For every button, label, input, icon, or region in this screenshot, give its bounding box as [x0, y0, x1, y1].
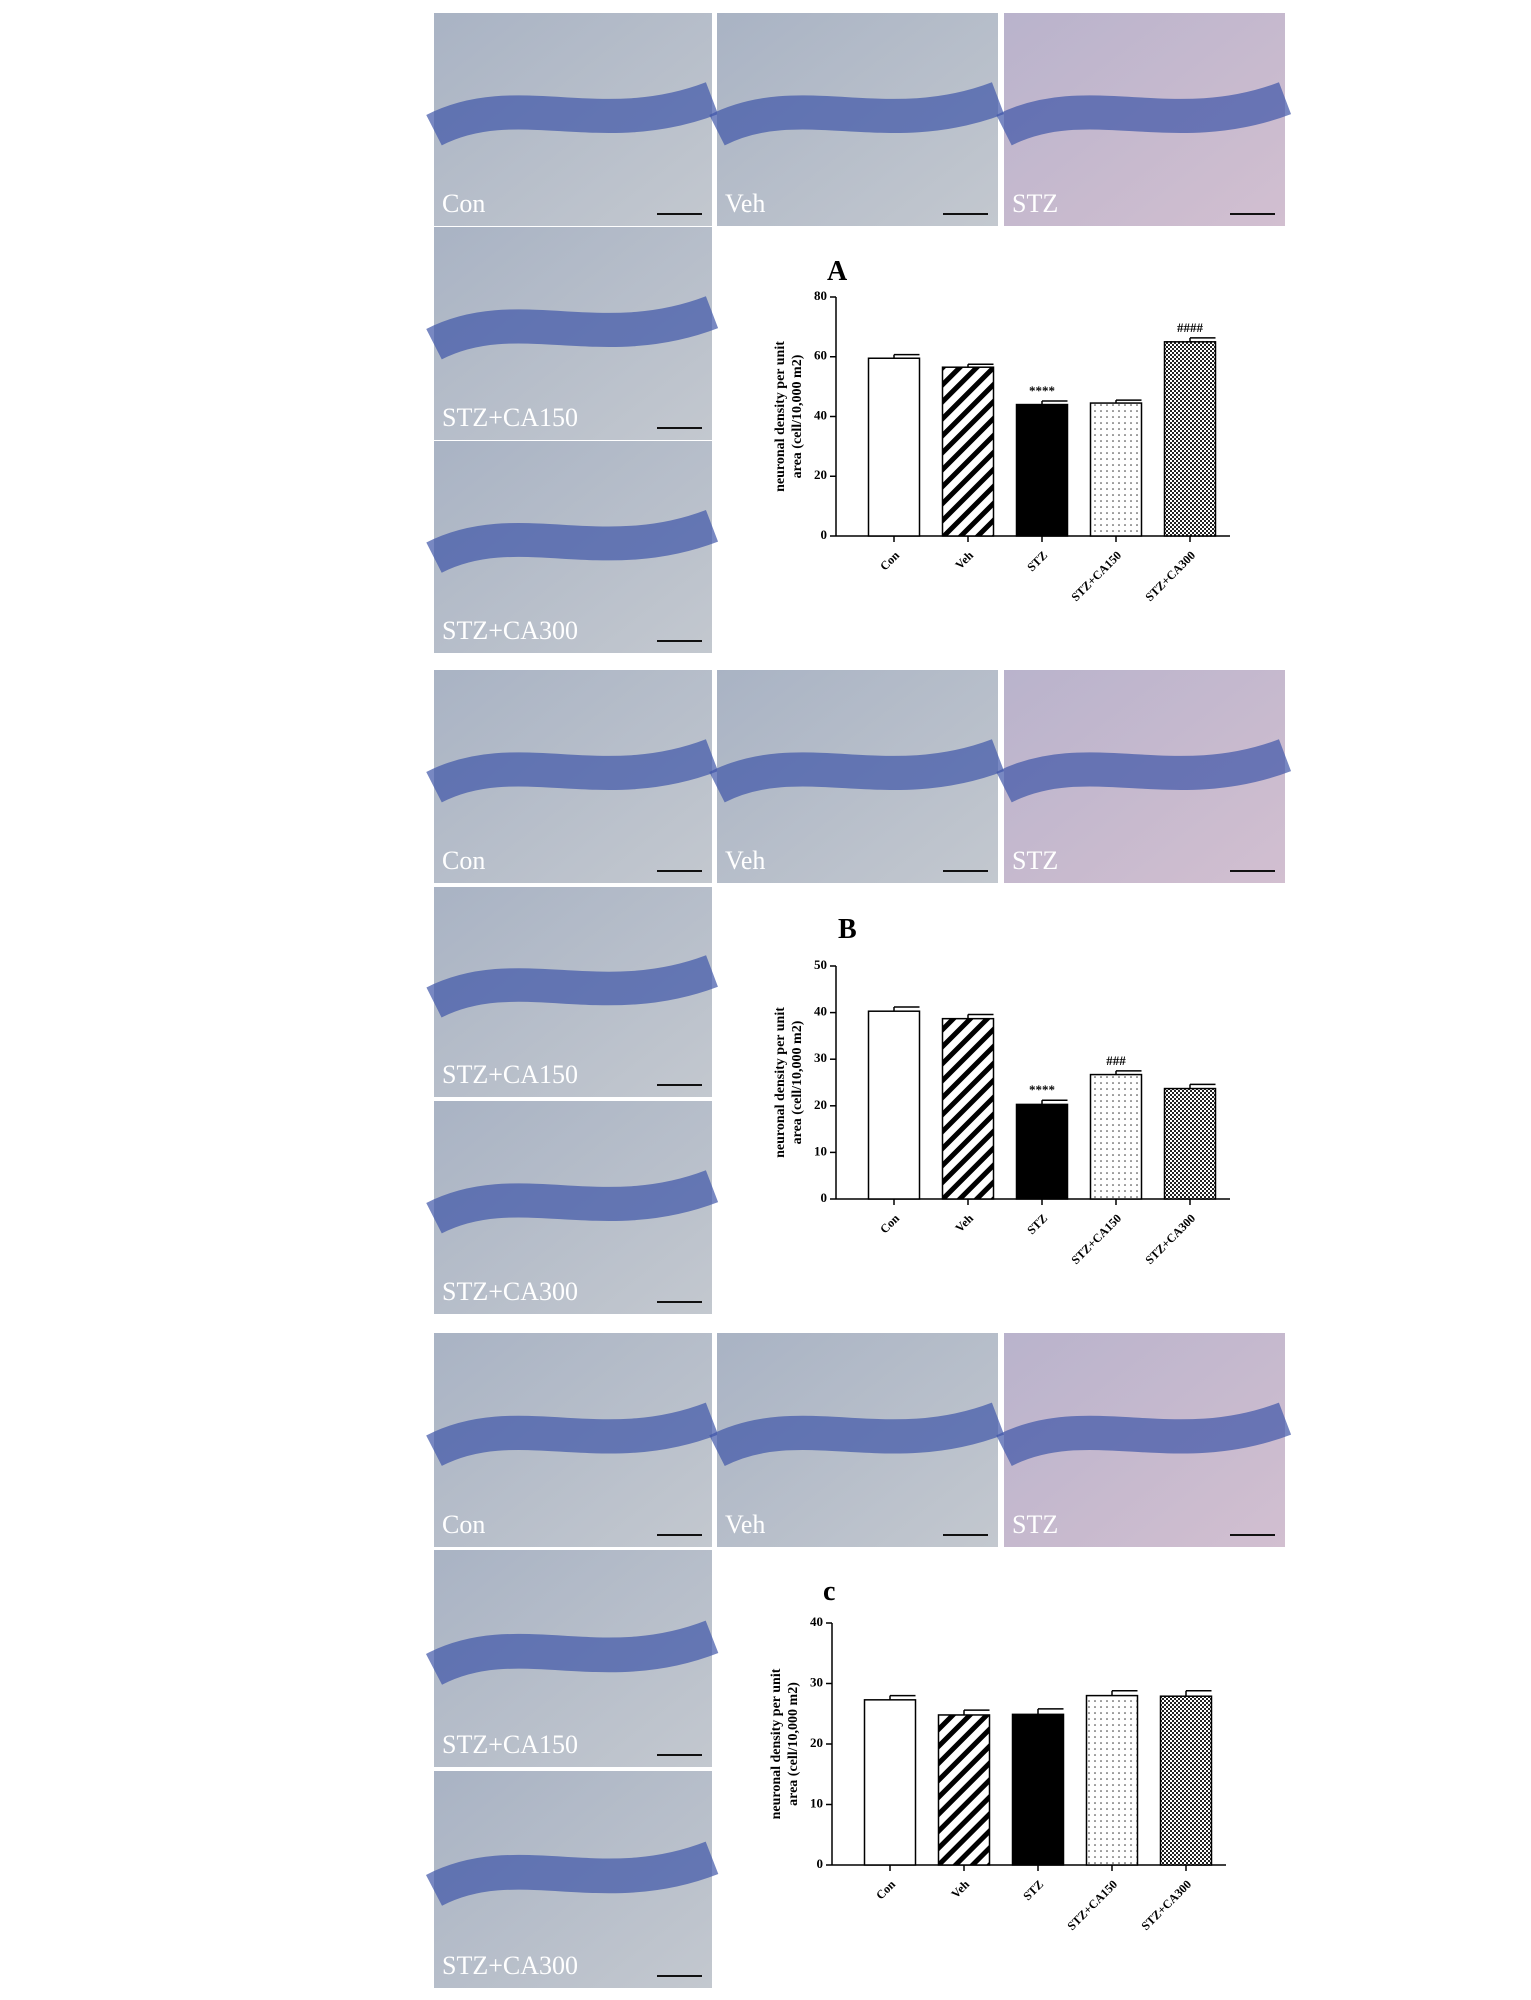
- micrograph-label: STZ: [1012, 189, 1058, 218]
- cell-layer: [426, 1620, 719, 1686]
- y-tick-label: 80: [814, 288, 827, 303]
- micrograph-label: STZ: [1012, 1510, 1058, 1539]
- x-tick-label: STZ+CA150: [1068, 1211, 1124, 1267]
- bar: [1089, 1073, 1143, 1200]
- micrograph-label: STZ+CA300: [442, 616, 578, 645]
- y-axis-label: neuronal density per unit: [773, 341, 788, 492]
- micrograph-label: STZ+CA300: [442, 1951, 578, 1980]
- micrograph-label: Veh: [725, 846, 765, 875]
- x-tick-label: STZ+CA300: [1142, 548, 1198, 604]
- micrograph-label: Con: [442, 189, 485, 218]
- x-tick-label: Con: [873, 1877, 898, 1902]
- cell-layer: [426, 509, 719, 573]
- y-tick-label: 20: [814, 1097, 827, 1112]
- y-tick-label: 40: [814, 1004, 827, 1019]
- cell-layer: [426, 1170, 719, 1234]
- micrograph-label: Con: [442, 1510, 485, 1539]
- cell-layer: [426, 1841, 719, 1907]
- cell-layer: [996, 82, 1292, 146]
- x-tick-label: STZ: [1024, 1211, 1050, 1237]
- y-tick-label: 40: [814, 407, 827, 422]
- y-tick-label: 0: [821, 1190, 828, 1205]
- micrograph-label: STZ+CA150: [442, 1060, 578, 1089]
- bar: [863, 1699, 917, 1866]
- y-tick-label: 30: [814, 1050, 827, 1065]
- bar: [867, 1010, 921, 1200]
- bar: [1089, 402, 1143, 537]
- bar: [1159, 1695, 1213, 1866]
- y-tick-label: 20: [810, 1735, 823, 1750]
- cell-layer: [709, 82, 1005, 146]
- cell-layer: [426, 296, 719, 360]
- bar: [1015, 403, 1069, 537]
- x-tick-label: Veh: [952, 1211, 976, 1235]
- cell-layer: [709, 1402, 1005, 1467]
- y-tick-label: 10: [810, 1795, 823, 1810]
- y-tick-label: 0: [817, 1856, 824, 1871]
- bar: [1163, 341, 1217, 537]
- bar: [867, 357, 921, 537]
- y-tick-label: 50: [814, 957, 827, 972]
- chart-title: A: [827, 256, 848, 287]
- y-axis-label: neuronal density per unit: [769, 1668, 784, 1819]
- x-tick-label: Veh: [948, 1877, 972, 1901]
- x-tick-label: STZ: [1020, 1877, 1046, 1903]
- bar: [941, 1017, 995, 1200]
- y-axis-label: area (cell/10,000 m2): [786, 1682, 801, 1806]
- micrograph-label: Con: [442, 846, 485, 875]
- x-tick-label: STZ+CA150: [1064, 1877, 1120, 1933]
- micrograph-label: STZ+CA300: [442, 1277, 578, 1306]
- cell-layer: [996, 1402, 1292, 1467]
- bar: [1163, 1087, 1217, 1200]
- y-tick-label: 30: [810, 1674, 823, 1689]
- chart-title: B: [838, 914, 857, 945]
- bar: [941, 366, 995, 537]
- micrograph-label: STZ+CA150: [442, 1730, 578, 1759]
- cell-layer: [426, 1402, 719, 1467]
- significance-label: ****: [1029, 1082, 1055, 1097]
- bar: [1015, 1103, 1069, 1200]
- cell-layer: [426, 955, 718, 1018]
- x-tick-label: STZ+CA300: [1142, 1211, 1198, 1267]
- significance-label: ****: [1029, 383, 1055, 398]
- x-tick-label: Con: [877, 1211, 902, 1236]
- x-tick-label: Con: [877, 548, 902, 573]
- chart-title: c: [823, 1576, 835, 1607]
- y-axis-label: area (cell/10,000 m2): [790, 1020, 805, 1144]
- x-tick-label: STZ: [1024, 548, 1050, 574]
- cell-layer: [426, 82, 719, 146]
- micrograph-label: Veh: [725, 1510, 765, 1539]
- y-tick-label: 20: [814, 467, 827, 482]
- y-tick-label: 40: [810, 1614, 823, 1629]
- micrograph-label: STZ: [1012, 846, 1058, 875]
- significance-label: ####: [1177, 320, 1204, 335]
- micrograph-label: Veh: [725, 189, 765, 218]
- bar: [937, 1714, 991, 1866]
- x-tick-label: STZ+CA300: [1138, 1877, 1194, 1933]
- x-tick-label: Veh: [952, 548, 976, 572]
- micrograph-label: STZ+CA150: [442, 403, 578, 432]
- y-tick-label: 0: [821, 527, 828, 542]
- significance-label: ###: [1106, 1053, 1126, 1068]
- y-axis-label: area (cell/10,000 m2): [790, 354, 805, 478]
- x-tick-label: STZ+CA150: [1068, 548, 1124, 604]
- cell-layer: [996, 739, 1292, 803]
- cell-layer: [709, 739, 1005, 803]
- bar: [1085, 1694, 1139, 1866]
- y-tick-label: 10: [814, 1143, 827, 1158]
- bar: [1011, 1713, 1065, 1866]
- y-axis-label: neuronal density per unit: [773, 1007, 788, 1158]
- y-tick-label: 60: [814, 348, 827, 363]
- cell-layer: [426, 739, 719, 803]
